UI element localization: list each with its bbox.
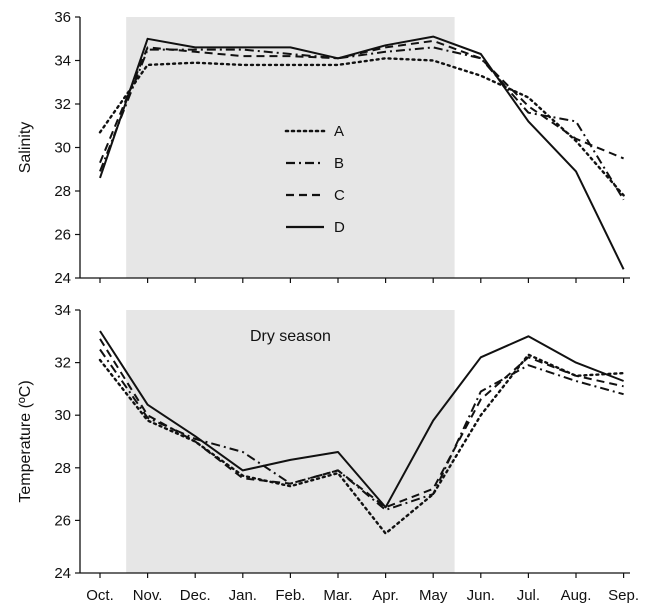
y-tick-label: 30 [54,140,71,157]
y-tick-label: 24 [54,270,71,287]
x-tick-label: Jan. [229,587,257,604]
y-tick-label: 32 [54,355,71,372]
x-tick-label: Feb. [275,587,305,604]
x-tick-label: Jun. [467,587,495,604]
x-tick-label: Jul. [517,587,540,604]
series-line-C [99,39,624,164]
x-tick-label: May [419,587,448,604]
y-tick-label: 34 [54,53,71,70]
y-axis-title: Temperature (ºC) [17,380,34,502]
y-tick-label: 28 [54,460,71,477]
series-line-A [98,57,625,197]
dry-season-band [126,17,455,278]
legend-label-B: B [334,155,344,172]
x-tick-label: Nov. [133,587,163,604]
y-axis-title: Salinity [17,122,34,174]
legend-label-A: A [334,123,344,140]
y-tick-label: 36 [54,9,71,26]
legend-label-C: C [334,187,345,204]
series-line-D [99,35,625,270]
y-tick-label: 32 [54,96,71,113]
x-tick-label: Mar. [323,587,352,604]
series-line-C [99,338,624,509]
dry-season-label: Dry season [250,328,331,345]
series-line-D [99,330,624,509]
legend-label-D: D [334,219,345,236]
x-tick-label: Oct. [86,587,114,604]
x-tick-label: Dec. [180,587,211,604]
y-tick-label: 34 [54,302,71,319]
y-tick-label: 30 [54,407,71,424]
x-tick-label: Apr. [372,587,399,604]
y-tick-label: 28 [54,183,71,200]
y-tick-label: 24 [54,565,71,582]
y-tick-label: 26 [54,512,71,529]
x-tick-label: Sep. [608,587,639,604]
y-tick-label: 26 [54,227,71,244]
dry-season-band [126,310,455,573]
series-line-B [99,46,625,201]
x-tick-label: Aug. [561,587,592,604]
